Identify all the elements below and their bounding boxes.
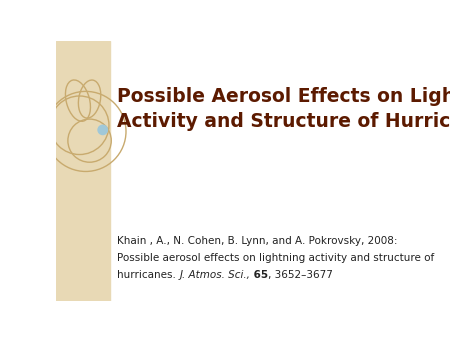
- Text: hurricanes.: hurricanes.: [117, 270, 180, 280]
- Text: Possible Aerosol Effects on Lightning
Activity and Structure of Hurricanes: Possible Aerosol Effects on Lightning Ac…: [117, 88, 450, 131]
- Circle shape: [97, 124, 108, 135]
- Text: J. Atmos. Sci.,: J. Atmos. Sci.,: [180, 270, 250, 280]
- Text: , 3652–3677: , 3652–3677: [268, 270, 333, 280]
- Text: Khain , A., N. Cohen, B. Lynn, and A. Pokrovsky, 2008:: Khain , A., N. Cohen, B. Lynn, and A. Po…: [117, 236, 398, 246]
- Text: Possible aerosol effects on lightning activity and structure of: Possible aerosol effects on lightning ac…: [117, 253, 435, 263]
- Bar: [56, 41, 110, 301]
- Text: 65: 65: [250, 270, 268, 280]
